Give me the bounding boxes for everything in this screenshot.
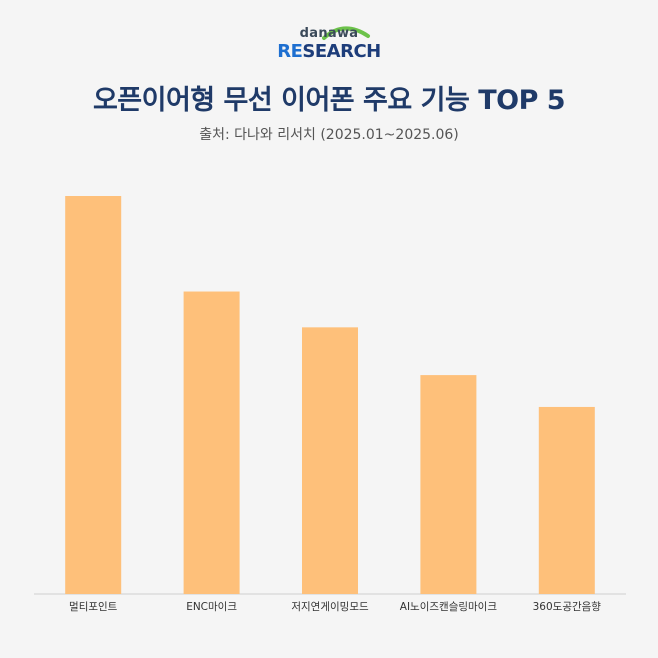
- danawa-research-logo: danawa RESEARCH: [0, 24, 658, 68]
- x-tick-label-4: AI노이즈캔슬링마이크: [400, 601, 498, 613]
- chart-subtitle: 출처: 다나와 리서치 (2025.01~2025.06): [199, 127, 459, 143]
- logo-text-danawa: danawa: [299, 26, 359, 41]
- bar-5: [538, 406, 595, 594]
- logo-text-search: SEARCH: [302, 41, 381, 62]
- x-tick-label-5: 360도공간음향: [533, 601, 602, 613]
- x-tick-label-1: 멀티포인트: [69, 600, 118, 613]
- bar-2: [183, 291, 240, 594]
- bar-4: [420, 375, 477, 594]
- logo-swoosh-icon: [322, 26, 370, 40]
- bar-3: [302, 327, 358, 594]
- x-tick-label-2: ENC마이크: [186, 601, 237, 613]
- logo-text-research: RESEARCH: [0, 41, 658, 62]
- chart-title: 오픈이어형 무선 이어폰 주요 기능 TOP 5: [92, 85, 566, 116]
- logo-text-re: RE: [277, 41, 303, 62]
- bar-1: [65, 196, 122, 594]
- x-tick-label-3: 저지연게이밍모드: [291, 601, 369, 613]
